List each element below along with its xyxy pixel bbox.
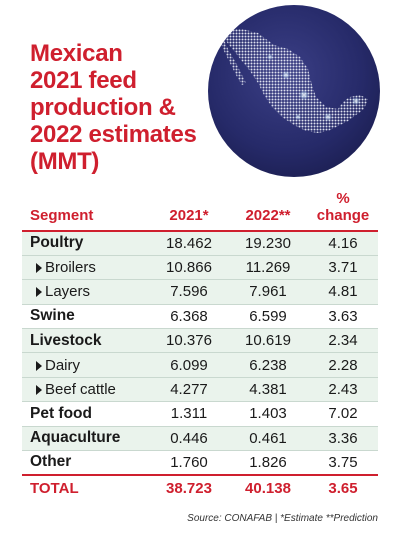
column-header: % change (308, 190, 378, 232)
table-row: Livestock 10.376 10.619 2.34 (22, 328, 378, 354)
mexico-map-image (208, 5, 380, 177)
column-header: 2022** (228, 190, 308, 232)
segment-cell: Layers (22, 279, 150, 305)
percent-change-cell: 3.71 (308, 255, 378, 281)
segment-cell: Dairy (22, 352, 150, 378)
title-line: 2022 estimates (30, 121, 197, 148)
table-row: Aquaculture 0.446 0.461 3.36 (22, 426, 378, 452)
table-row: Dairy 6.099 6.238 2.28 (22, 352, 378, 378)
source-note: Source: CONAFAB | *Estimate **Prediction (187, 513, 378, 524)
percent-change-cell: 2.43 (308, 377, 378, 403)
segment-label: Livestock (30, 331, 102, 349)
segment-label: Pet food (30, 404, 92, 422)
column-header: Segment (22, 190, 150, 232)
value-2022-cell: 10.619 (228, 328, 308, 354)
value-2021-cell: 7.596 (150, 279, 228, 305)
segment-label: Swine (30, 307, 75, 325)
value-2022-cell: 11.269 (228, 255, 308, 281)
total-2022-cell: 40.138 (228, 473, 308, 501)
percent-change-cell: 2.34 (308, 328, 378, 354)
segment-cell: Poultry (22, 231, 150, 256)
title-line: production & (30, 94, 176, 121)
value-2022-cell: 6.238 (228, 352, 308, 378)
segment-cell: Beef cattle (22, 377, 150, 403)
value-2021-cell: 6.099 (150, 352, 228, 378)
column-header: 2021* (150, 190, 228, 232)
segment-cell: Pet food (22, 401, 150, 427)
value-2021-cell: 1.760 (150, 450, 228, 476)
feed-production-table: Segment 2021* 2022** % change Poultry 18.4… (22, 190, 378, 501)
segment-label: Poultry (30, 234, 84, 252)
title-line: Mexican (30, 40, 123, 67)
percent-change-cell: 3.75 (308, 450, 378, 476)
segment-label: Layers (45, 283, 91, 301)
value-2021-cell: 1.311 (150, 401, 228, 427)
segment-cell: Livestock (22, 328, 150, 354)
table-row: Pet food 1.311 1.403 7.02 (22, 401, 378, 427)
value-2022-cell: 7.961 (228, 279, 308, 305)
page-title: Mexican 2021 feed production & 2022 esti… (30, 40, 230, 175)
total-percent-change-cell: 3.65 (308, 473, 378, 501)
table-row: Broilers 10.866 11.269 3.71 (22, 255, 378, 281)
title-line: 2021 feed (30, 67, 137, 94)
segment-label: Broilers (45, 259, 96, 277)
title-line: (MMT) (30, 148, 100, 175)
table-row: Swine 6.368 6.599 3.63 (22, 304, 378, 330)
value-2021-cell: 0.446 (150, 426, 228, 452)
segment-label: Aquaculture (30, 429, 121, 447)
segment-cell: Swine (22, 304, 150, 330)
percent-change-cell: 7.02 (308, 401, 378, 427)
percent-change-cell: 3.63 (308, 304, 378, 330)
segment-label: Beef cattle (45, 381, 116, 399)
value-2021-cell: 4.277 (150, 377, 228, 403)
table-row: Layers 7.596 7.961 4.81 (22, 279, 378, 305)
percent-change-cell: 2.28 (308, 352, 378, 378)
value-2021-cell: 6.368 (150, 304, 228, 330)
value-2022-cell: 1.403 (228, 401, 308, 427)
triangle-bullet-icon (36, 287, 42, 298)
table-row: Beef cattle 4.277 4.381 2.43 (22, 377, 378, 403)
value-2022-cell: 6.599 (228, 304, 308, 330)
segment-label: Dairy (45, 356, 81, 374)
triangle-bullet-icon (36, 360, 42, 371)
total-label: TOTAL (22, 473, 150, 501)
segment-label: Other (30, 453, 72, 471)
value-2022-cell: 1.826 (228, 450, 308, 476)
total-row: TOTAL 38.723 40.138 3.65 (22, 473, 378, 501)
value-2022-cell: 19.230 (228, 231, 308, 256)
percent-change-cell: 4.16 (308, 231, 378, 256)
table-row: Other 1.760 1.826 3.75 (22, 450, 378, 476)
value-2022-cell: 0.461 (228, 426, 308, 452)
value-2021-cell: 10.866 (150, 255, 228, 281)
percent-change-cell: 3.36 (308, 426, 378, 452)
table-body: Poultry 18.462 19.230 4.16 Broilers 10.866 11.… (22, 231, 378, 501)
segment-cell: Other (22, 450, 150, 476)
table-header-row: Segment 2021* 2022** % change (22, 190, 378, 232)
table-row: Poultry 18.462 19.230 4.16 (22, 231, 378, 256)
segment-cell: Broilers (22, 255, 150, 281)
triangle-bullet-icon (36, 385, 42, 396)
percent-change-cell: 4.81 (308, 279, 378, 305)
total-2021-cell: 38.723 (150, 473, 228, 501)
value-2021-cell: 10.376 (150, 328, 228, 354)
value-2022-cell: 4.381 (228, 377, 308, 403)
triangle-bullet-icon (36, 263, 42, 274)
mexico-map-icon (216, 27, 368, 133)
segment-cell: Aquaculture (22, 426, 150, 452)
value-2021-cell: 18.462 (150, 231, 228, 256)
